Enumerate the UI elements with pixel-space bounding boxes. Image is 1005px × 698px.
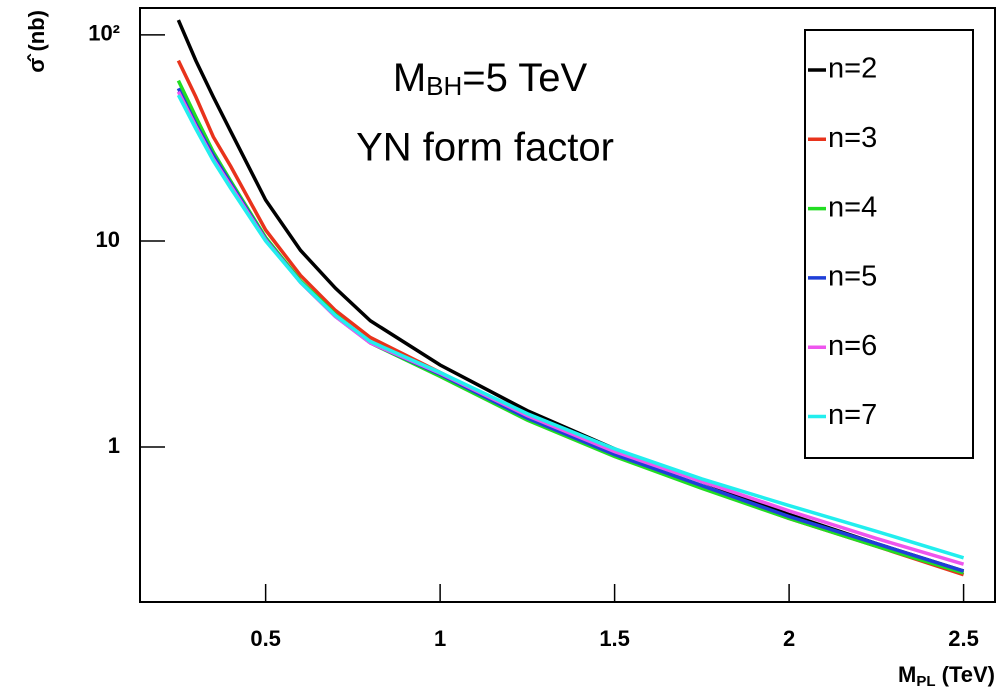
- series-line: [176, 19, 965, 573]
- y-axis-label: σ̂ (nb): [24, 10, 49, 73]
- annotation: MBH=5 TeV: [393, 56, 588, 101]
- legend-label: n=6: [828, 330, 877, 362]
- x-axis-label: MPL (TeV): [898, 662, 995, 690]
- annotation-part: =5 TeV: [462, 56, 587, 100]
- legend-label: n=3: [828, 122, 877, 154]
- series-line: [176, 94, 965, 560]
- annotation-part: M: [393, 56, 426, 100]
- legend-label: n=4: [828, 191, 877, 223]
- x-tick-label: 2: [783, 626, 795, 651]
- legend-label: n=7: [828, 399, 877, 431]
- legend: [804, 29, 974, 459]
- x-label-part: M: [898, 662, 916, 687]
- legend-label: n=2: [828, 53, 877, 85]
- annotation-sub: BH: [426, 71, 462, 101]
- x-label-sub: PL: [916, 673, 935, 690]
- y-tick-label: 10²: [88, 21, 120, 46]
- x-tick-label: 0.5: [250, 626, 281, 651]
- y-tick-label: 1: [108, 433, 120, 458]
- x-tick-label: 1.5: [599, 626, 630, 651]
- x-tick-label: 2.5: [948, 626, 979, 651]
- x-label-part: (TeV): [936, 662, 995, 687]
- y-tick-label: 10: [96, 227, 120, 252]
- annotation: YN form factor: [356, 126, 614, 170]
- legend-label: n=5: [828, 261, 877, 293]
- x-tick-label: 1: [434, 626, 446, 651]
- plot-frame: [139, 7, 996, 603]
